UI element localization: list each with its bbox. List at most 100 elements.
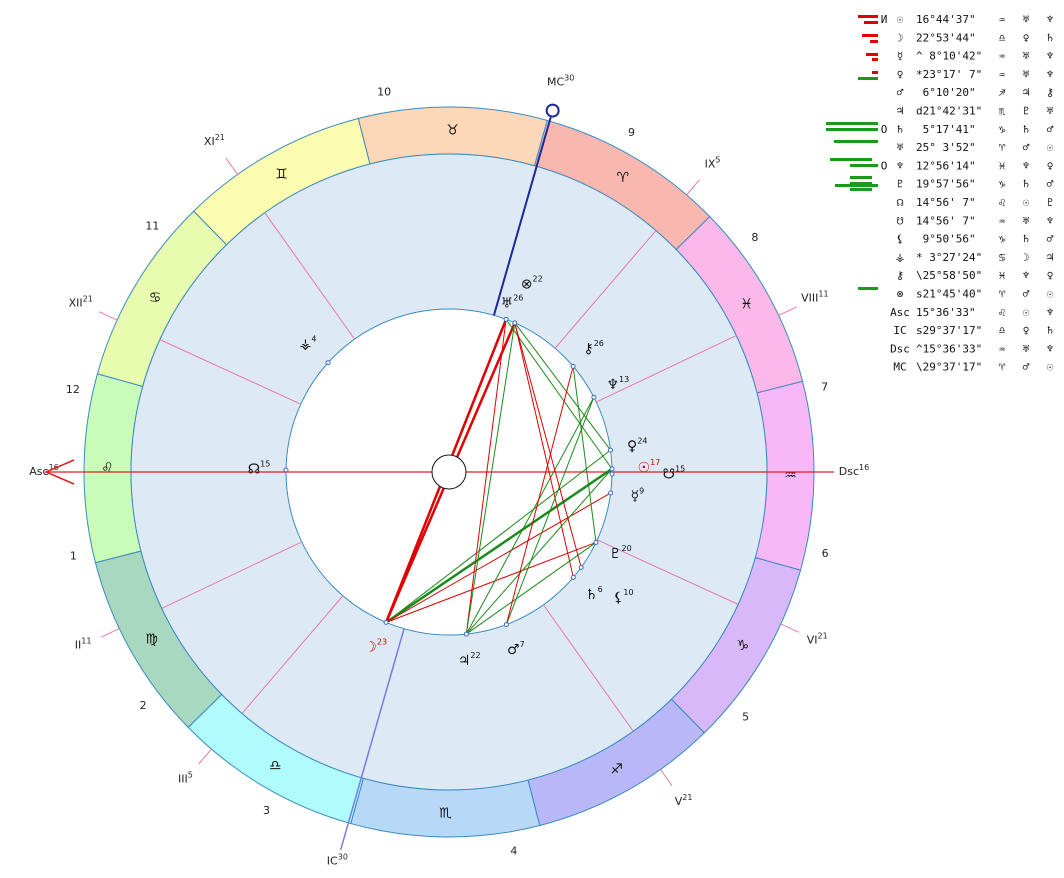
house-number: 4: [510, 844, 517, 857]
planet-label: ♆13: [606, 374, 629, 393]
cusp-degree: 5: [188, 770, 193, 779]
row-ruler: ☉: [1023, 306, 1030, 319]
row-position: 6°10'20": [916, 86, 976, 99]
cusp-name: VIII: [801, 291, 818, 304]
planet-degree: 23: [377, 637, 387, 646]
planet-point: [503, 316, 509, 322]
row-ruler: ♂: [1023, 141, 1030, 154]
planet-glyph: ⚸: [613, 590, 623, 606]
cusp-label: III5: [178, 770, 193, 786]
row-sign: ♒: [999, 214, 1006, 227]
ic-axis: [339, 628, 405, 850]
row-glyph: ♄: [897, 123, 904, 136]
row-ruler: ♀: [1023, 324, 1030, 337]
planet-point: [383, 619, 389, 625]
house-number: 11: [145, 220, 159, 233]
row-ruler: ☉: [1047, 361, 1054, 374]
bar: [835, 184, 878, 187]
row-position: s21°45'40": [916, 288, 982, 301]
planet-degree: 15: [260, 459, 270, 468]
cusp-name: III: [178, 773, 188, 786]
planet-point: [512, 320, 518, 326]
row-glyph: MC: [893, 361, 906, 374]
row-ruler: ♆: [1047, 342, 1054, 355]
planet-glyph: ☉: [638, 460, 651, 476]
cusp-tick: [686, 179, 700, 196]
mc-axis: [492, 117, 552, 316]
aspect-line: [505, 366, 574, 625]
planet-label: ♃22: [458, 650, 481, 669]
cusp-name: IX: [705, 157, 716, 170]
row-sign: ♓: [999, 269, 1006, 282]
cusp-name: MC: [547, 76, 564, 89]
cusp-degree: 30: [338, 852, 348, 861]
planet-degree: 26: [594, 338, 604, 347]
aspect-line: [465, 397, 595, 635]
aspect-line: [514, 322, 611, 451]
planet-glyph: ☽: [364, 639, 377, 655]
aspect-line: [385, 492, 611, 623]
planet-glyph: ♆: [606, 377, 619, 393]
cusp-name: II: [75, 639, 82, 652]
planet-glyph: ♀: [627, 439, 637, 455]
row-position: d21°42'31": [916, 105, 982, 118]
row-glyph: ♅: [897, 141, 904, 154]
bar: [872, 71, 878, 74]
cusp-label: XI21: [204, 132, 225, 148]
row-glyph: Asc: [890, 306, 910, 319]
planet-label: ☋15: [663, 464, 686, 483]
row-ruler: ♅: [1023, 13, 1030, 26]
cusp-degree: 16: [49, 463, 59, 472]
cusp-name: XI: [204, 135, 215, 148]
cusp-degree: 21: [215, 132, 225, 141]
cusp-line: [554, 230, 657, 349]
row-position: 16°44'37": [916, 13, 976, 26]
cusp-label: IC30: [327, 852, 348, 868]
planet-label: ♇20: [609, 544, 632, 563]
cusp-label: II11: [75, 636, 92, 652]
cusp-name: IC: [327, 854, 338, 867]
row-position: \25°58'50": [916, 269, 982, 282]
bar: [858, 287, 878, 290]
aspect-line: [385, 541, 597, 623]
row-ruler: ♀: [1047, 159, 1054, 172]
row-ruler: ⚷: [1046, 86, 1054, 99]
planet-degree: 17: [650, 458, 660, 467]
aspect-line: [514, 322, 582, 568]
cusp-label: Asc16: [29, 463, 59, 479]
row-position: 14°56' 7": [916, 214, 976, 227]
row-position: 19°57'56": [916, 178, 976, 191]
aspect-line: [505, 319, 613, 470]
house-number: 5: [742, 710, 749, 723]
row-glyph: ⚶: [895, 251, 904, 264]
planet-degree: 20: [622, 544, 632, 553]
row-ruler: ♆: [1047, 68, 1054, 81]
planet-glyph: ⊗: [521, 276, 533, 292]
aspect-line: [385, 449, 611, 623]
row-glyph: ♇: [897, 178, 904, 191]
planet-degree: 22: [533, 274, 543, 283]
row-glyph: ☽: [897, 31, 904, 44]
row-ruler: ☉: [1023, 196, 1030, 209]
cusp-label: IX5: [705, 155, 721, 171]
row-glyph: ☊: [897, 196, 904, 209]
row-glyph: ⚷: [896, 269, 904, 282]
planet-degree: 7: [520, 639, 525, 648]
planet-label: ⚸10: [613, 587, 633, 606]
row-ruler: ☉: [1047, 141, 1054, 154]
row-ruler: ♄: [1047, 324, 1054, 337]
sign-glyph: ♊: [275, 166, 288, 182]
strength-bars: [826, 15, 878, 290]
bar: [864, 21, 878, 24]
cusp-name: XII: [69, 296, 83, 309]
bar: [826, 128, 878, 131]
house-number: 3: [263, 804, 270, 817]
bar: [834, 140, 878, 143]
cusp-name: VI: [807, 634, 818, 647]
row-ruler: ♄: [1023, 178, 1030, 191]
planet-label: ♂7: [507, 639, 525, 658]
cusp-line: [264, 212, 355, 340]
planet-label: ⚷26: [583, 338, 603, 357]
row-sign: ♏: [999, 105, 1006, 118]
